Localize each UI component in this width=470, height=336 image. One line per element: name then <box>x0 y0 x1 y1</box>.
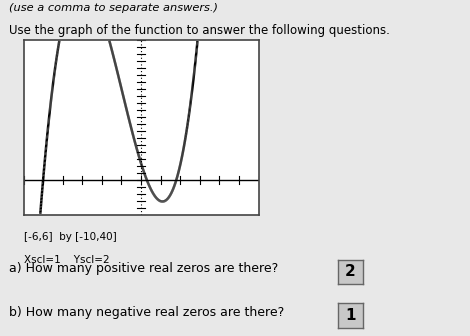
Text: (use a comma to separate answers.): (use a comma to separate answers.) <box>9 3 219 13</box>
Text: [-6,6]  by [-10,40]: [-6,6] by [-10,40] <box>24 232 116 242</box>
Text: Xscl=1    Yscl=2: Xscl=1 Yscl=2 <box>24 255 109 265</box>
Text: b) How many negative real zeros are there?: b) How many negative real zeros are ther… <box>9 306 285 319</box>
Text: 1: 1 <box>345 308 356 323</box>
Text: 2: 2 <box>345 264 356 279</box>
Text: Use the graph of the function to answer the following questions.: Use the graph of the function to answer … <box>9 24 390 37</box>
Text: a) How many positive real zeros are there?: a) How many positive real zeros are ther… <box>9 262 279 275</box>
